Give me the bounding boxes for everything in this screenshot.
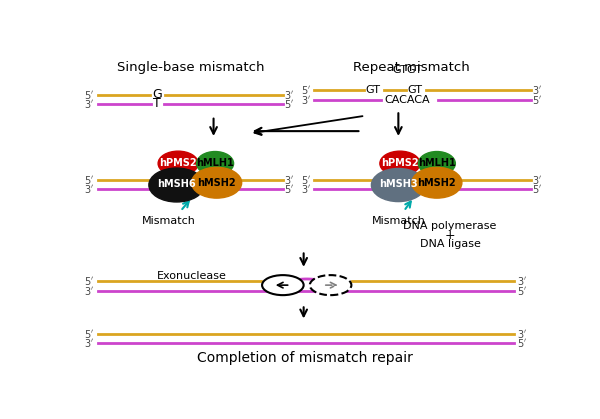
Text: 5$^{\prime}$: 5$^{\prime}$ xyxy=(84,173,94,186)
Text: Mismatch: Mismatch xyxy=(371,216,425,226)
Text: 5$^{\prime}$: 5$^{\prime}$ xyxy=(284,183,294,195)
Text: CACACA: CACACA xyxy=(385,95,430,105)
Text: T: T xyxy=(154,97,161,110)
Ellipse shape xyxy=(149,168,205,202)
Text: DNA ligase: DNA ligase xyxy=(419,238,481,248)
Text: hPMS2: hPMS2 xyxy=(381,158,419,168)
Text: 3$^{\prime}$: 3$^{\prime}$ xyxy=(301,93,311,106)
Ellipse shape xyxy=(310,275,352,295)
Text: 5$^{\prime}$: 5$^{\prime}$ xyxy=(284,98,294,110)
Text: 3$^{\prime}$: 3$^{\prime}$ xyxy=(532,173,542,186)
Ellipse shape xyxy=(380,151,420,176)
Text: 3$^{\prime}$: 3$^{\prime}$ xyxy=(517,328,527,340)
Text: 3$^{\prime}$: 3$^{\prime}$ xyxy=(284,173,294,186)
Text: Completion of mismatch repair: Completion of mismatch repair xyxy=(197,351,413,365)
Text: G: G xyxy=(152,88,162,101)
Text: hMSH3: hMSH3 xyxy=(379,179,418,189)
Text: 3$^{\prime}$: 3$^{\prime}$ xyxy=(84,98,94,110)
Text: hMLH1: hMLH1 xyxy=(418,158,456,168)
Text: hMSH2: hMSH2 xyxy=(197,178,236,188)
Text: Single-base mismatch: Single-base mismatch xyxy=(117,61,264,74)
Text: hMSH2: hMSH2 xyxy=(418,178,456,188)
Ellipse shape xyxy=(418,152,455,176)
Text: Repeat mismatch: Repeat mismatch xyxy=(353,61,470,74)
Ellipse shape xyxy=(371,168,425,202)
Text: GT: GT xyxy=(365,85,380,95)
Ellipse shape xyxy=(262,275,304,295)
Text: 5$^{\prime}$: 5$^{\prime}$ xyxy=(301,84,311,96)
Ellipse shape xyxy=(158,151,198,176)
Text: 3$^{\prime}$: 3$^{\prime}$ xyxy=(284,89,294,101)
Text: Mismatch: Mismatch xyxy=(142,216,196,226)
Text: Exonuclease: Exonuclease xyxy=(157,271,227,281)
Text: hMSH6: hMSH6 xyxy=(157,179,196,189)
Text: 3$^{\prime}$: 3$^{\prime}$ xyxy=(84,337,94,349)
Text: GTGT: GTGT xyxy=(392,65,422,75)
Text: 5$^{\prime}$: 5$^{\prime}$ xyxy=(517,337,527,349)
Ellipse shape xyxy=(191,167,242,198)
Text: 5$^{\prime}$: 5$^{\prime}$ xyxy=(84,275,94,287)
Text: hMLH1: hMLH1 xyxy=(196,158,234,168)
Text: GT: GT xyxy=(408,85,423,95)
Text: 5$^{\prime}$: 5$^{\prime}$ xyxy=(84,328,94,340)
Text: DNA polymerase: DNA polymerase xyxy=(403,221,497,231)
Text: 5$^{\prime}$: 5$^{\prime}$ xyxy=(532,93,542,106)
Ellipse shape xyxy=(197,152,233,176)
Text: 5$^{\prime}$: 5$^{\prime}$ xyxy=(517,285,527,297)
Text: 3$^{\prime}$: 3$^{\prime}$ xyxy=(84,183,94,195)
Text: 3$^{\prime}$: 3$^{\prime}$ xyxy=(301,183,311,195)
Text: 5$^{\prime}$: 5$^{\prime}$ xyxy=(84,89,94,101)
Text: 5$^{\prime}$: 5$^{\prime}$ xyxy=(532,183,542,195)
Ellipse shape xyxy=(412,167,462,198)
Text: +: + xyxy=(445,229,455,242)
Text: 5$^{\prime}$: 5$^{\prime}$ xyxy=(301,173,311,186)
Text: 3$^{\prime}$: 3$^{\prime}$ xyxy=(517,275,527,287)
Text: 3$^{\prime}$: 3$^{\prime}$ xyxy=(532,84,542,96)
Text: hPMS2: hPMS2 xyxy=(160,158,197,168)
Text: 3$^{\prime}$: 3$^{\prime}$ xyxy=(84,285,94,297)
